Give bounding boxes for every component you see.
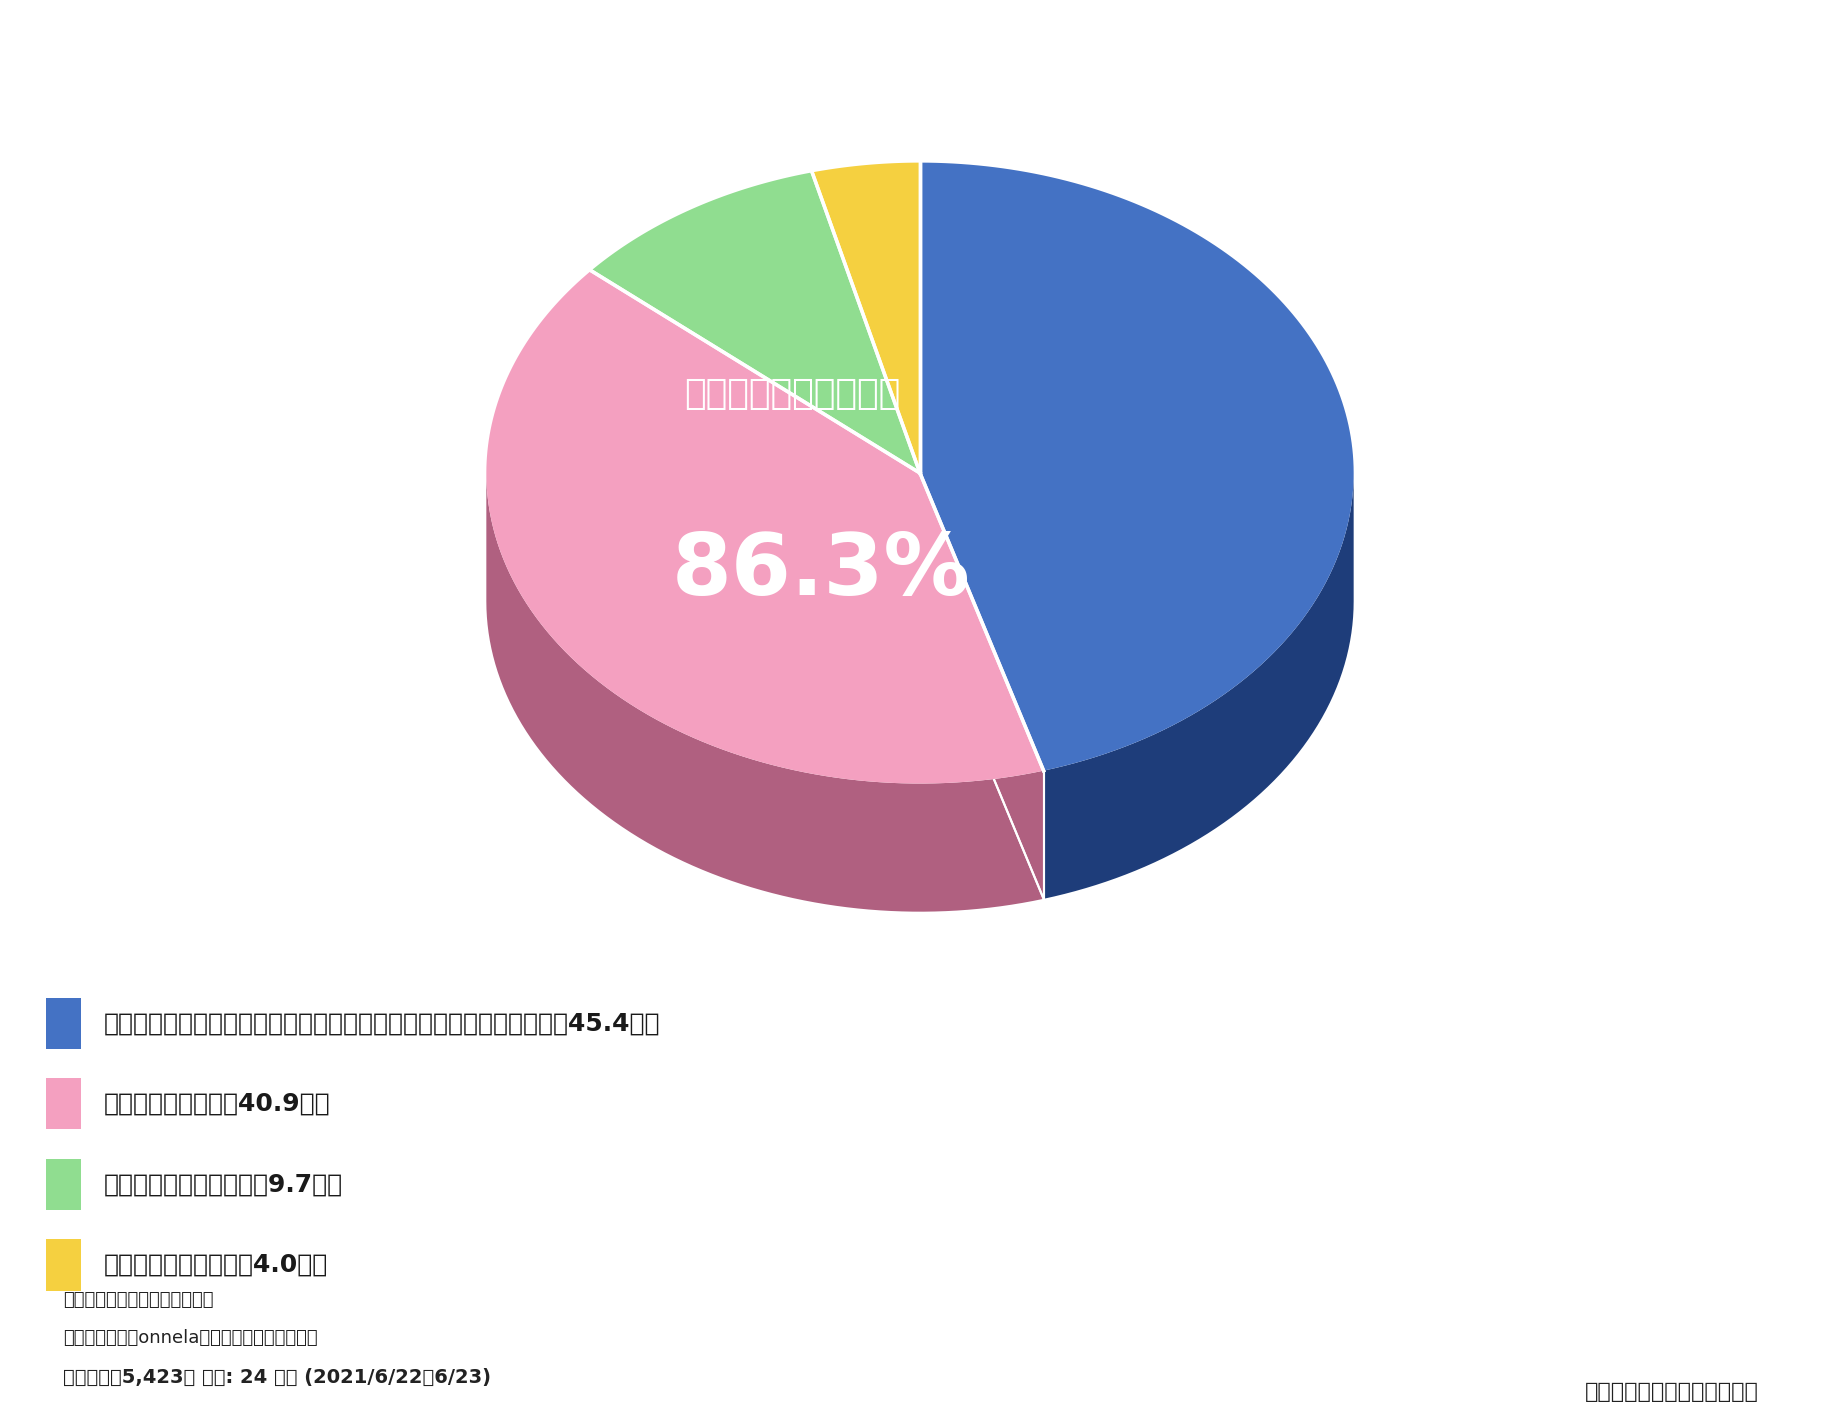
FancyBboxPatch shape [46, 1079, 81, 1129]
FancyBboxPatch shape [46, 1159, 81, 1209]
Polygon shape [811, 163, 920, 473]
Text: 余ったコスメに対する認識調査: 余ったコスメに対する認識調査 [63, 1291, 213, 1309]
Text: 提供：株式会社モーンガータ: 提供：株式会社モーンガータ [1585, 1381, 1758, 1402]
Text: 余らないよう使い切る（9.7％）: 余らないよう使い切る（9.7％） [103, 1173, 342, 1197]
Polygon shape [485, 270, 1043, 783]
Text: 使い切れずに捨てる人: 使い切れずに捨てる人 [684, 377, 899, 411]
Text: （朝日放送テレonnelaにおける弊社独自調査）: （朝日放送テレonnelaにおける弊社独自調査） [63, 1329, 318, 1347]
Polygon shape [590, 172, 920, 473]
Text: 活用に仕方に困っており、なかなか捨てられないが、結局は捨てる（45.4％）: 活用に仕方に困っており、なかなか捨てられないが、結局は捨てる（45.4％） [103, 1011, 660, 1035]
Polygon shape [1043, 473, 1354, 898]
Text: 86.3%: 86.3% [671, 531, 971, 612]
Text: 調査人数：5,423、 期間: 24 時間 (2021/6/22～6/23): 調査人数：5,423、 期間: 24 時間 (2021/6/22～6/23) [63, 1367, 491, 1387]
Polygon shape [485, 473, 1043, 911]
Polygon shape [920, 163, 1354, 770]
FancyBboxPatch shape [46, 1239, 81, 1291]
Text: 何も考えず捨てる（40.9％）: 何も考えず捨てる（40.9％） [103, 1091, 331, 1117]
FancyBboxPatch shape [46, 998, 81, 1049]
Text: 別の方法で使い切る（4.0％）: 別の方法で使い切る（4.0％） [103, 1253, 327, 1277]
